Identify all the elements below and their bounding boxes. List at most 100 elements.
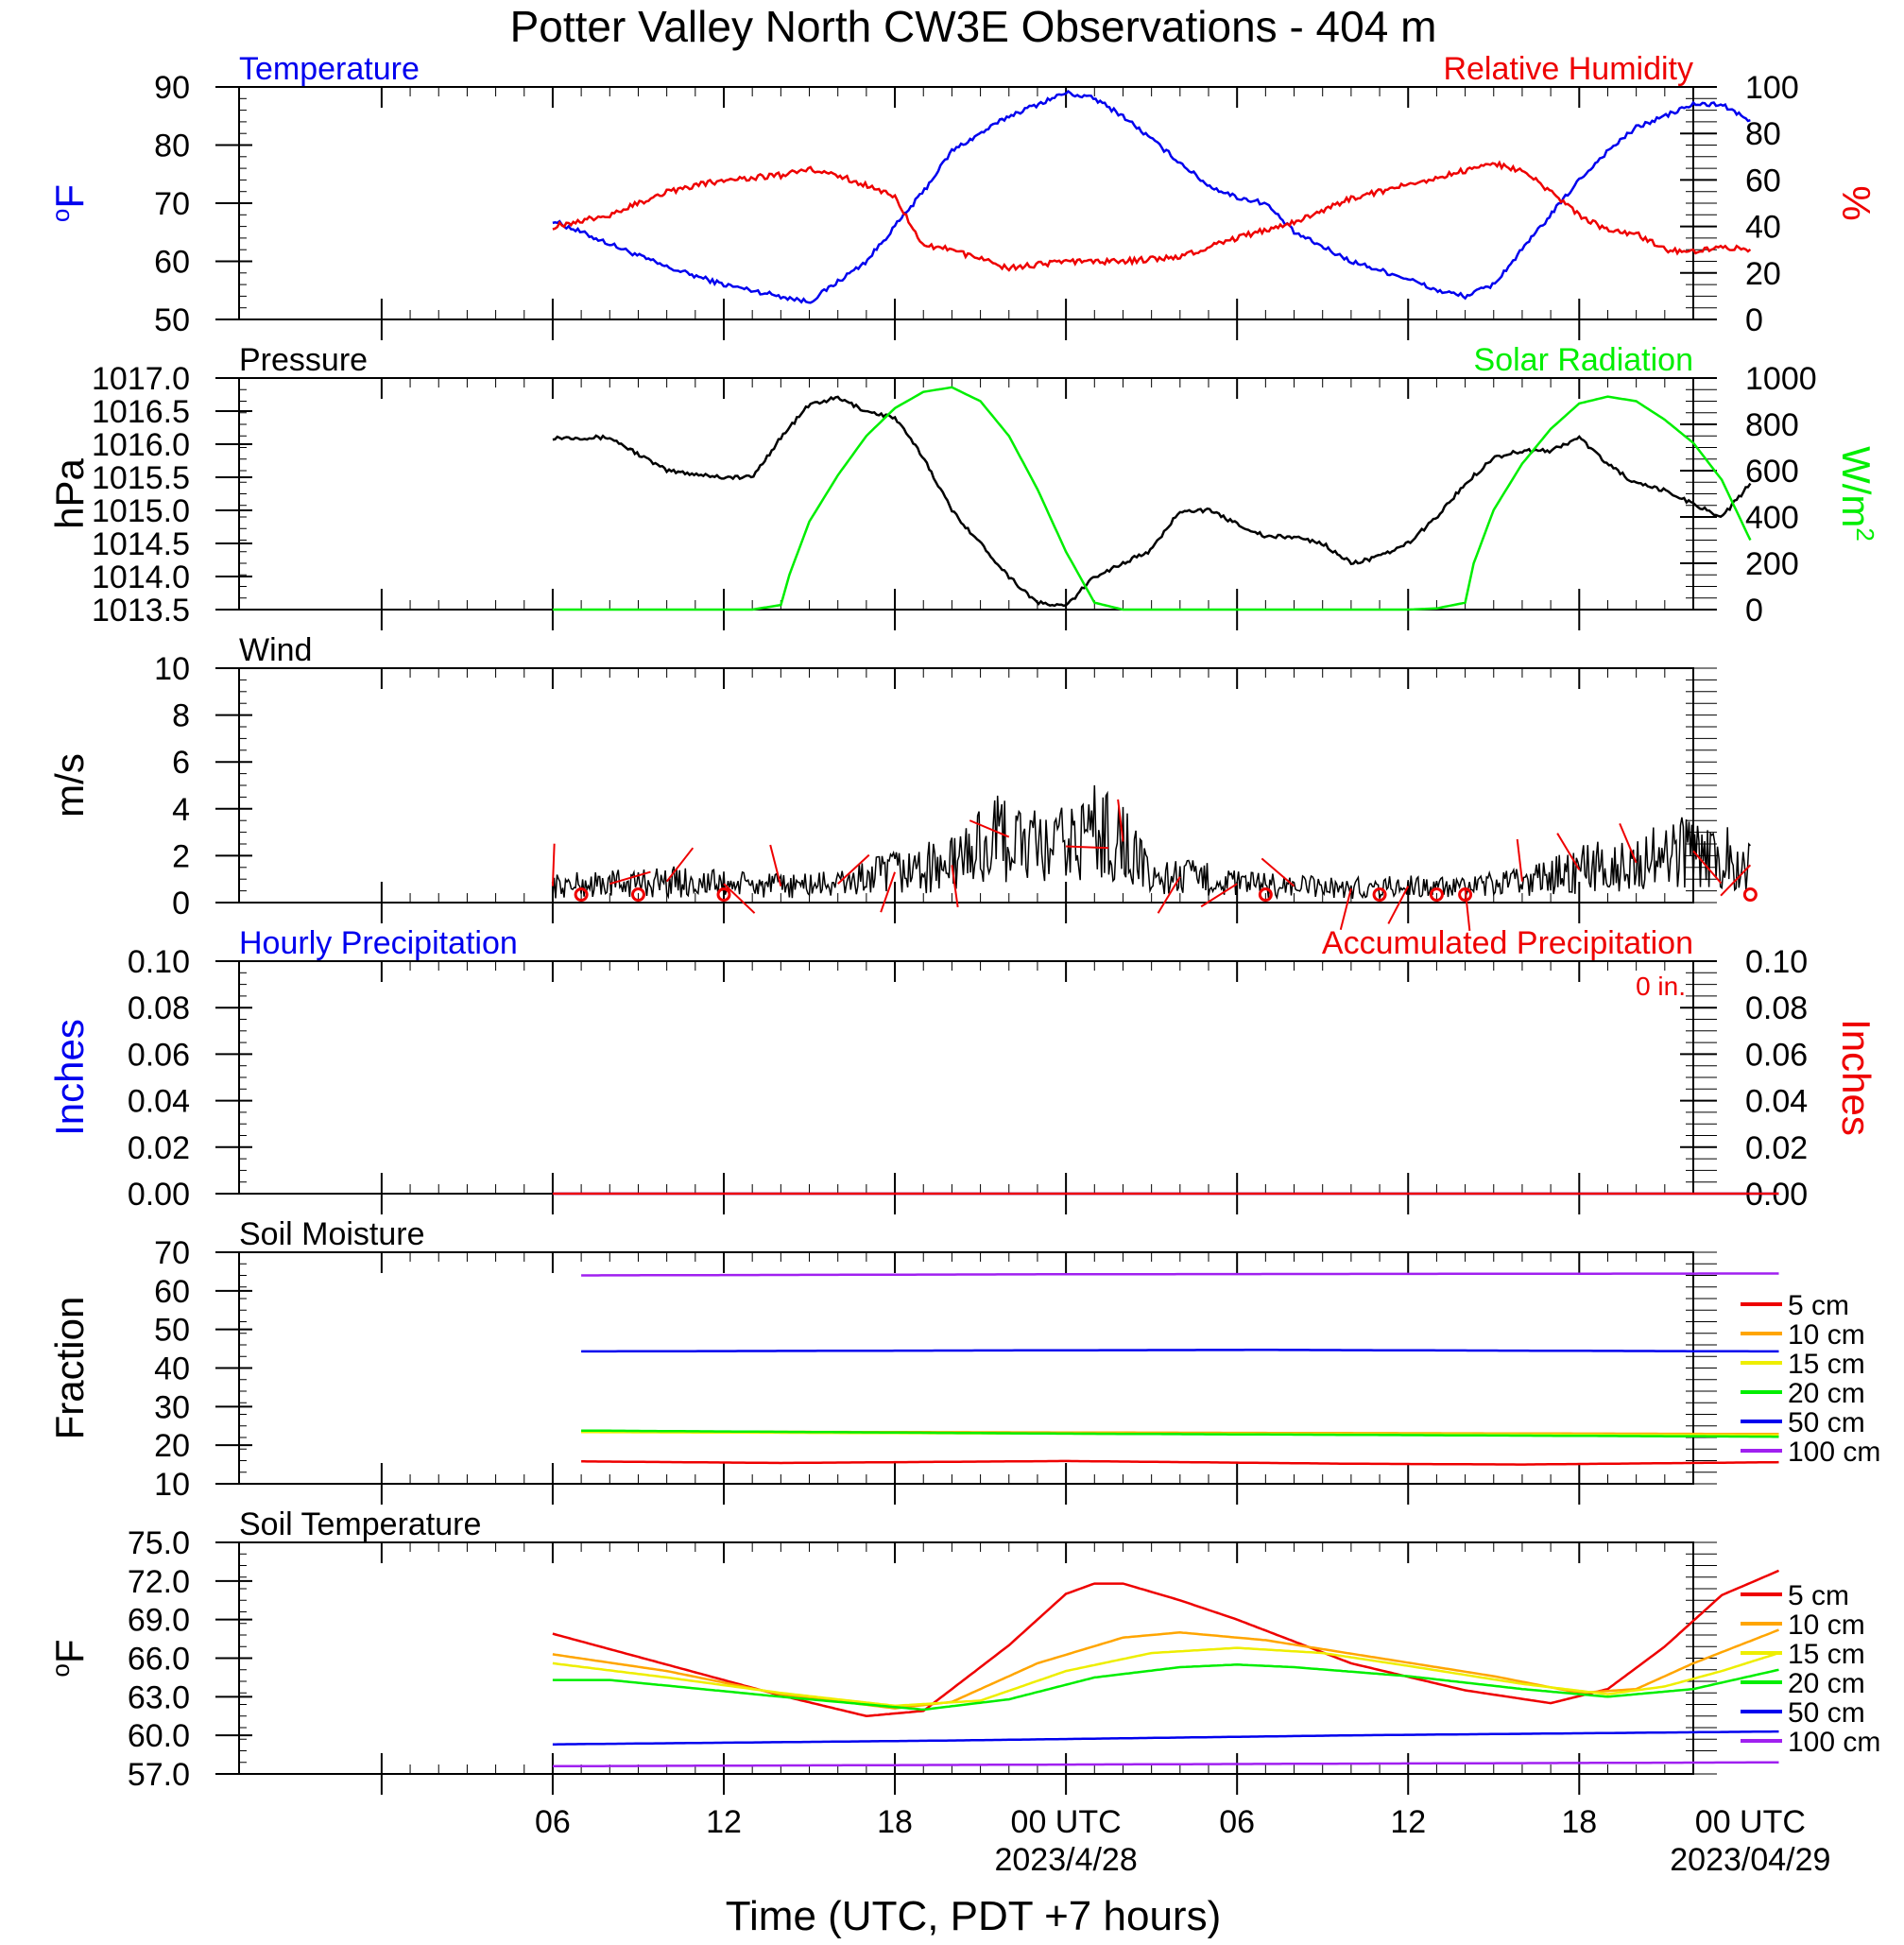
left-tick-label: 60	[154, 1274, 190, 1310]
left-tick-label: 0.10	[128, 944, 190, 980]
right-tick-label: 0	[1745, 302, 1763, 338]
x-tick-label: 18	[1561, 1804, 1597, 1840]
y-axis-label-left: Fraction	[47, 1297, 92, 1440]
right-tick-label: 0.08	[1745, 990, 1808, 1026]
wind-barb	[1619, 822, 1638, 864]
left-tick-label: 1016.5	[92, 394, 190, 430]
legend-label: 20 cm	[1788, 1668, 1865, 1699]
calm-wind-circle	[1372, 887, 1387, 903]
right-tick-label: 400	[1745, 500, 1799, 536]
right-tick-label: 600	[1745, 454, 1799, 490]
legend-label: 10 cm	[1788, 1609, 1865, 1641]
wind-barb	[1692, 850, 1723, 885]
wind-barb	[609, 870, 651, 886]
panel-title-left: Hourly Precipitation	[239, 925, 518, 961]
x-tick-label: 12	[706, 1804, 742, 1840]
series-line-50-cm	[581, 1349, 1779, 1353]
legend-label: 10 cm	[1788, 1319, 1865, 1351]
right-tick-label: 0.04	[1745, 1084, 1808, 1120]
wind-barb	[723, 883, 756, 914]
wind-barb	[1339, 887, 1352, 930]
left-tick-label: 40	[154, 1351, 190, 1387]
series-line-relative-humidity	[552, 160, 1752, 272]
wind-barb	[1516, 838, 1523, 882]
x-tick-label: 18	[877, 1804, 913, 1840]
calm-wind-circle	[1258, 887, 1273, 903]
left-tick-label: 20	[154, 1428, 190, 1464]
left-tick-label: 0.02	[128, 1130, 190, 1166]
legend-label: 15 cm	[1788, 1639, 1865, 1670]
series-line-20-cm	[581, 1429, 1779, 1438]
left-tick-label: 80	[154, 129, 190, 164]
panel-title-right: Accumulated Precipitation	[1322, 925, 1693, 961]
panel-annotation: 0 in.	[1636, 972, 1686, 1001]
panel-title-left: Temperature	[239, 51, 420, 87]
legend-label: 20 cm	[1788, 1378, 1865, 1409]
y-axis-label-right: %	[1834, 185, 1878, 220]
right-tick-label: 0.10	[1745, 944, 1808, 980]
wind-barb	[969, 819, 1010, 838]
panel-temp_rh: 50 60 70 80 90 0 20 40 60 80 100 Temperature Relativ…	[46, 51, 1878, 340]
left-tick-label: 1015.0	[92, 493, 190, 529]
left-tick-label: 1014.5	[92, 526, 190, 562]
series-line-solar-radiation	[552, 386, 1752, 611]
wind-barb	[1387, 886, 1410, 924]
x-tick-label: 06	[535, 1804, 571, 1840]
left-tick-label: 66.0	[128, 1642, 190, 1678]
wind-barb	[665, 847, 695, 883]
wind-barb	[1200, 883, 1238, 908]
left-tick-label: 57.0	[128, 1757, 190, 1793]
left-tick-label: 6	[172, 745, 190, 781]
right-tick-label: 0.02	[1745, 1130, 1808, 1166]
legend-label: 5 cm	[1788, 1580, 1849, 1611]
right-tick-label: 1000	[1745, 361, 1817, 397]
left-tick-label: 0.00	[128, 1177, 190, 1213]
left-tick-label: 1015.5	[92, 460, 190, 496]
left-tick-label: 72.0	[128, 1564, 190, 1600]
series-line-temperature	[552, 89, 1751, 304]
left-tick-label: 8	[172, 698, 190, 734]
series-line-15-cm	[552, 1646, 1779, 1708]
calm-wind-circle	[716, 887, 731, 903]
left-tick-label: 60	[154, 245, 190, 281]
left-tick-label: 50	[154, 302, 190, 338]
panel-title-left: Soil Moisture	[239, 1216, 425, 1252]
wind-barb	[880, 871, 897, 913]
calm-wind-circle	[1458, 887, 1473, 903]
legend-label: 100 cm	[1788, 1437, 1880, 1468]
right-tick-label: 100	[1745, 70, 1799, 106]
left-tick-label: 70	[154, 186, 190, 222]
calm-wind-circle	[574, 887, 589, 903]
panel-title-left: Soil Temperature	[239, 1506, 481, 1542]
right-tick-label: 60	[1745, 163, 1781, 198]
wind-barb	[1556, 833, 1581, 870]
left-tick-label: 1016.0	[92, 427, 190, 463]
left-tick-label: 75.0	[128, 1525, 190, 1561]
calm-wind-circle	[630, 887, 645, 903]
legend-label: 15 cm	[1788, 1349, 1865, 1380]
left-tick-label: 0.06	[128, 1037, 190, 1073]
legend-label: 50 cm	[1788, 1697, 1865, 1729]
y-axis-label-left: Inches	[47, 1019, 92, 1136]
panel-wind: 0 2 4 6 8 10 Wind m/s	[47, 632, 1758, 931]
x-tick-label: 00 UTC	[1695, 1804, 1806, 1840]
x-tick-label: 12	[1390, 1804, 1426, 1840]
x-tick-date-label: 2023/4/28	[994, 1842, 1137, 1878]
series-line-50-cm	[552, 1730, 1779, 1746]
series-line-100-cm	[552, 1761, 1779, 1768]
y-axis-label-right: W/m2	[1834, 446, 1879, 542]
wind-barb	[551, 843, 556, 886]
y-axis-label-left: m/s	[47, 753, 92, 818]
x-axis-label: Time (UTC, PDT +7 hours)	[726, 1893, 1221, 1939]
left-tick-label: 0.04	[128, 1084, 190, 1120]
y-axis-label-left: hPa	[47, 457, 92, 528]
left-tick-label: 0.08	[128, 990, 190, 1026]
left-tick-label: 69.0	[128, 1603, 190, 1639]
series-line-20-cm	[552, 1663, 1779, 1712]
panel-title-left: Wind	[239, 632, 312, 668]
left-tick-label: 10	[154, 1467, 190, 1503]
wind-barb	[1464, 888, 1471, 931]
